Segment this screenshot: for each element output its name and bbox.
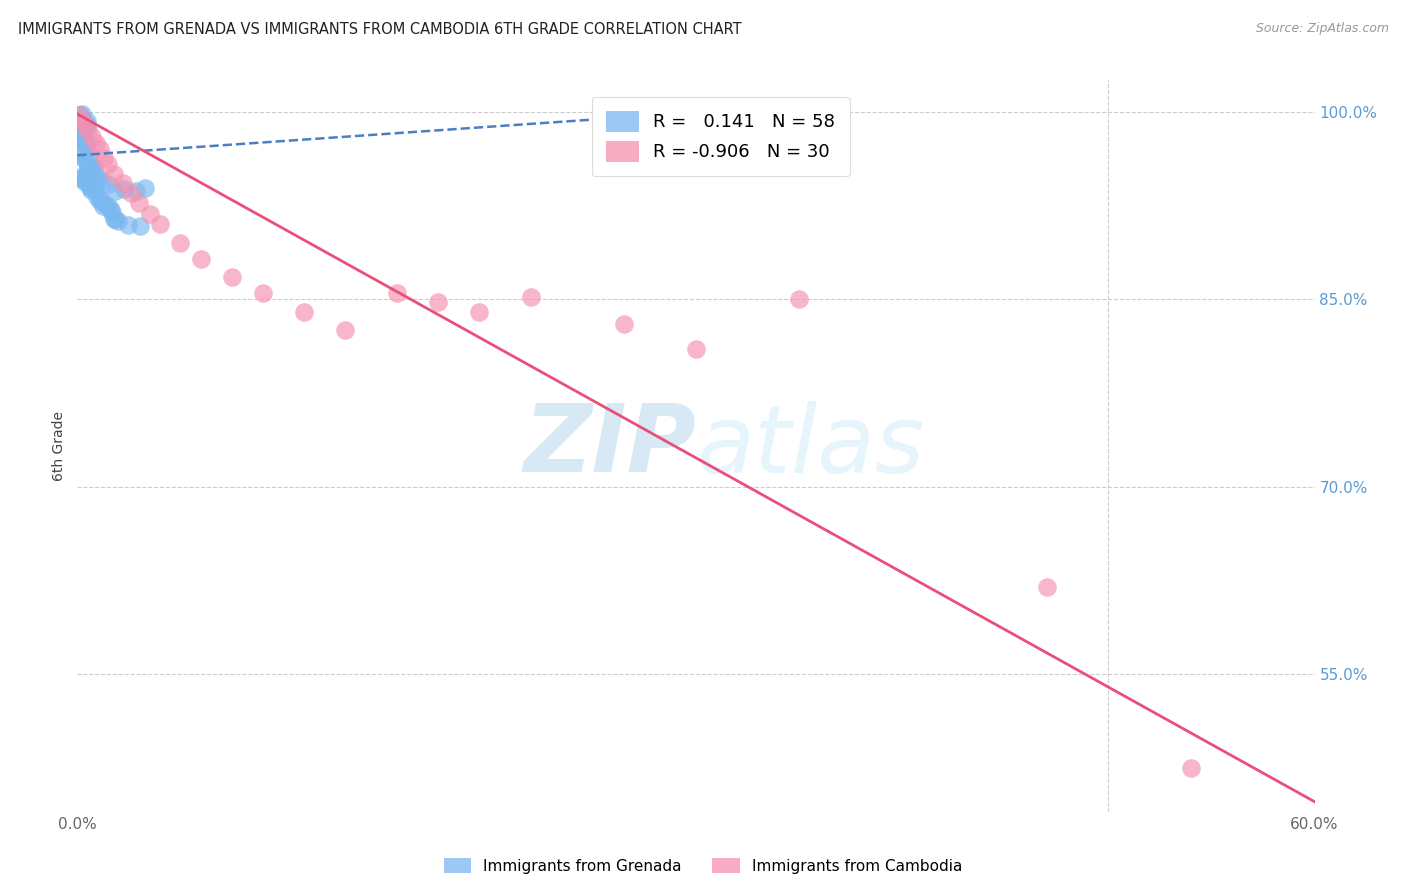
Point [101, 206, 124, 220]
Text: IMMIGRANTS FROM GRENADA VS IMMIGRANTS FROM CAMBODIA 6TH GRADE CORRELATION CHART: IMMIGRANTS FROM GRENADA VS IMMIGRANTS FR… [18, 22, 742, 37]
Point [70, 132, 93, 146]
Point [79, 179, 101, 194]
Point [80, 129, 103, 144]
Point [112, 182, 135, 196]
Point [80, 165, 103, 179]
Point [89, 194, 111, 209]
Point [93, 151, 115, 165]
Point [73, 138, 96, 153]
Point [79, 183, 101, 197]
Point [87, 171, 110, 186]
Point [103, 167, 125, 181]
Point [129, 219, 152, 233]
Point [100, 203, 122, 218]
Point [69, 132, 91, 146]
Point [69, 132, 91, 146]
Point [67, 108, 90, 122]
Point [520, 289, 543, 303]
Point [72, 128, 94, 142]
Legend: Immigrants from Grenada, Immigrants from Cambodia: Immigrants from Grenada, Immigrants from… [437, 852, 969, 880]
Point [149, 217, 172, 231]
Point [221, 269, 243, 284]
Point [72, 122, 94, 136]
Point [69, 170, 91, 185]
Point [97, 178, 120, 192]
Point [84, 136, 107, 150]
Point [70, 123, 93, 137]
Point [76, 118, 98, 132]
Point [1180, 761, 1202, 775]
Point [73, 175, 96, 189]
Point [80, 160, 103, 174]
Point [83, 183, 105, 197]
Point [613, 317, 636, 331]
Point [91, 199, 114, 213]
Point [252, 285, 274, 300]
Point [138, 207, 160, 221]
Point [69, 172, 91, 186]
Point [103, 211, 125, 226]
Point [70, 107, 93, 121]
Point [427, 294, 450, 309]
Point [69, 148, 91, 162]
Point [69, 108, 91, 122]
Point [89, 192, 111, 206]
Point [73, 152, 96, 166]
Point [72, 118, 94, 132]
Point [72, 112, 94, 127]
Text: Source: ZipAtlas.com: Source: ZipAtlas.com [1256, 22, 1389, 36]
Point [335, 323, 357, 337]
Point [70, 113, 93, 128]
Point [128, 195, 150, 210]
Point [67, 112, 90, 127]
Point [69, 123, 91, 137]
Point [685, 342, 707, 356]
Point [787, 292, 810, 306]
Point [76, 161, 98, 175]
Point [75, 153, 97, 167]
Point [77, 159, 100, 173]
Point [190, 252, 212, 266]
Point [120, 186, 142, 200]
Point [385, 285, 408, 300]
Point [76, 123, 98, 137]
Point [76, 136, 98, 151]
Point [79, 150, 101, 164]
Point [90, 174, 112, 188]
Point [134, 181, 156, 195]
Point [83, 167, 105, 181]
Point [292, 304, 315, 318]
Point [169, 235, 191, 250]
Text: atlas: atlas [696, 401, 924, 491]
Point [104, 211, 127, 226]
Point [97, 157, 120, 171]
Legend: R =   0.141   N = 58, R = -0.906   N = 30: R = 0.141 N = 58, R = -0.906 N = 30 [592, 96, 849, 177]
Point [125, 185, 148, 199]
Point [89, 142, 111, 156]
Point [468, 304, 491, 318]
Point [72, 171, 94, 186]
Point [117, 218, 139, 232]
Point [79, 179, 101, 194]
Point [96, 197, 118, 211]
Point [98, 200, 121, 214]
Point [1035, 580, 1057, 594]
Point [67, 144, 90, 158]
Point [104, 185, 127, 199]
Point [107, 214, 129, 228]
Point [83, 160, 105, 174]
Point [86, 190, 108, 204]
Point [72, 117, 94, 131]
Text: ZIP: ZIP [523, 400, 696, 492]
Point [75, 120, 97, 134]
Point [111, 176, 134, 190]
Point [76, 113, 98, 128]
Y-axis label: 6th Grade: 6th Grade [52, 411, 66, 481]
Point [77, 166, 100, 180]
